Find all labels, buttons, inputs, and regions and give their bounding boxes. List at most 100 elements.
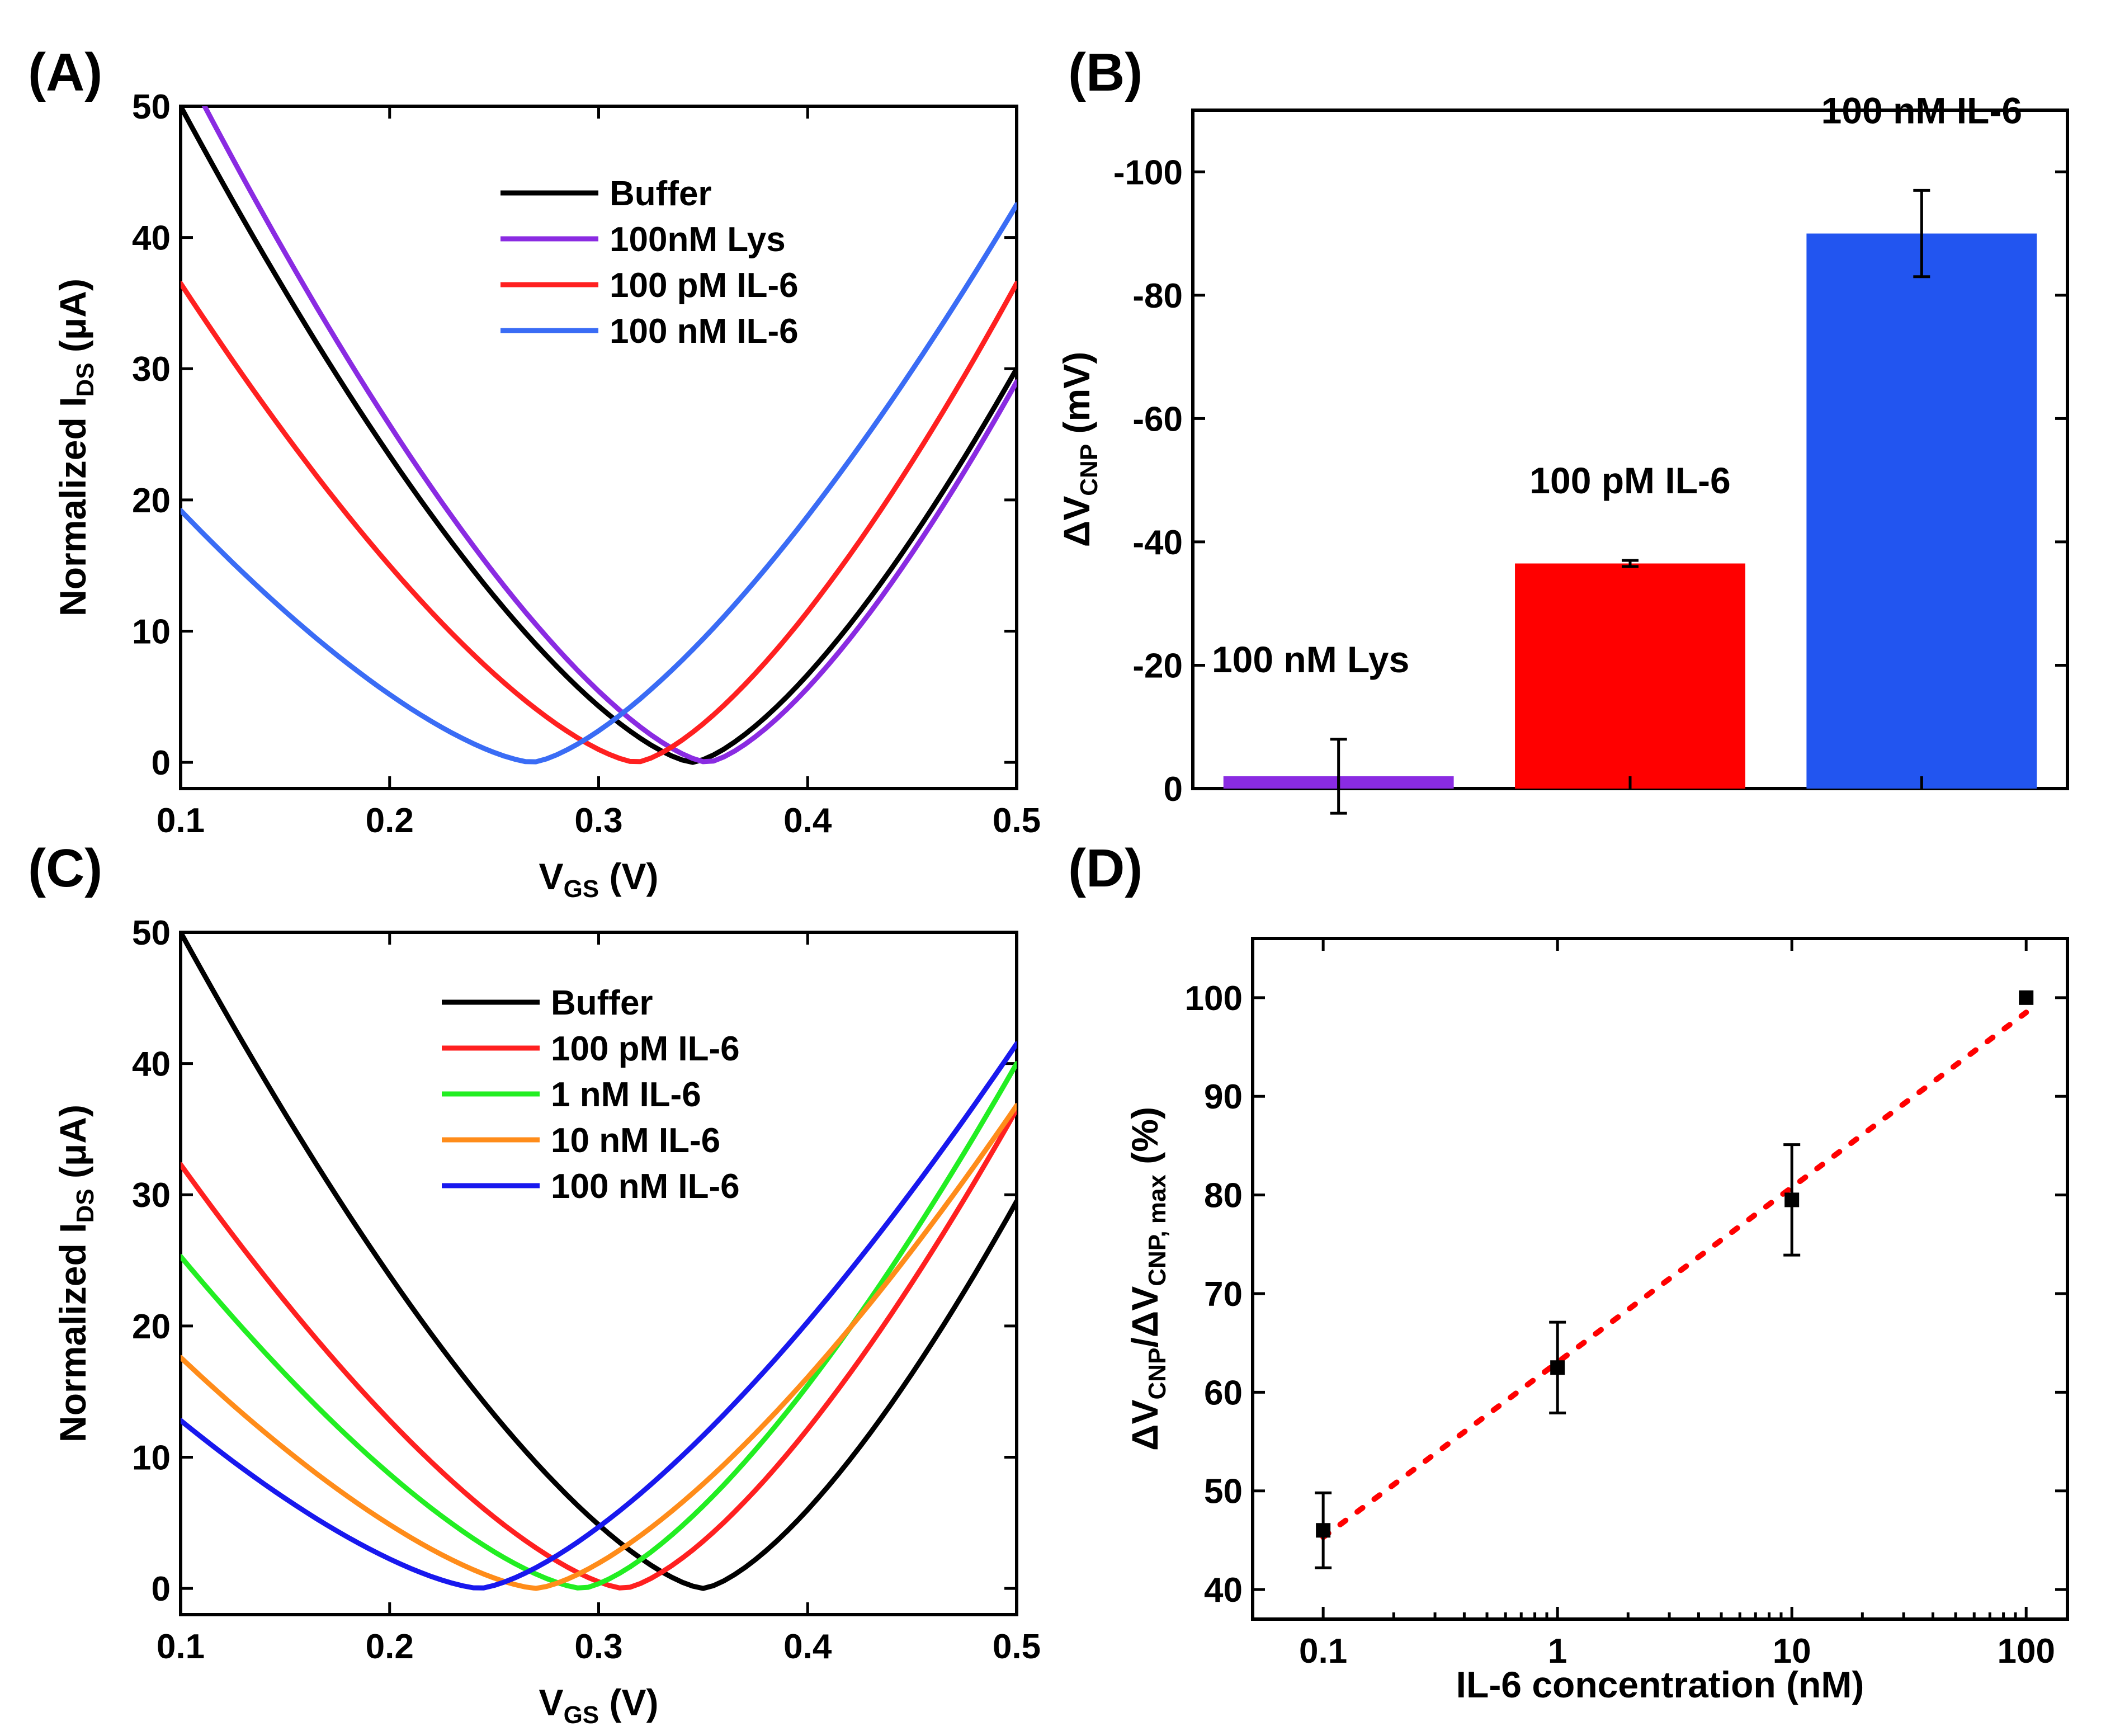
x-tick-label: 0.5 bbox=[993, 1628, 1041, 1666]
panel-b: (B) 0 -20 -40 -60 -80 -100 100 nM Lys 100 pM IL… bbox=[1056, 43, 2069, 815]
y-tick-label: -20 bbox=[1132, 647, 1183, 685]
y-tick-label: 30 bbox=[132, 350, 171, 389]
y-tick-label: 50 bbox=[132, 914, 171, 952]
y-tick-label: 30 bbox=[132, 1176, 171, 1215]
y-axis-title-part: DS bbox=[72, 362, 99, 397]
y-tick-label: 70 bbox=[1204, 1275, 1243, 1314]
y-axis-title: Normalized IDS (μA) bbox=[52, 1105, 99, 1442]
y-tick-label: 50 bbox=[1204, 1473, 1243, 1511]
y-axis-title-part: (%) bbox=[1124, 1107, 1165, 1174]
y-tick-label: 100 bbox=[1185, 979, 1243, 1018]
x-tick-label: 0.4 bbox=[783, 1628, 832, 1666]
panel-c-label: (C) bbox=[28, 838, 102, 898]
series-group bbox=[181, 932, 1017, 1591]
data-point bbox=[1316, 1523, 1331, 1538]
x-axis-title-part: GS bbox=[564, 1701, 599, 1729]
data-point bbox=[1784, 1192, 1800, 1207]
panel-a-frame bbox=[179, 105, 1018, 790]
data-point bbox=[1550, 1360, 1565, 1375]
y-axis-title-part: ΔV bbox=[1056, 496, 1097, 547]
x-tick-label: 0.3 bbox=[574, 1628, 622, 1666]
y-axis-title: Normalized IDS (μA) bbox=[52, 279, 99, 616]
y-tick-label: -60 bbox=[1132, 400, 1183, 438]
legend-label: 100nM Lys bbox=[610, 220, 786, 259]
y-tick-label: 40 bbox=[132, 1045, 171, 1084]
y-tick-label: 0 bbox=[1164, 770, 1183, 809]
data-point bbox=[2019, 990, 2034, 1005]
y-axis-title-part: DS bbox=[72, 1188, 99, 1223]
y-axis-title-part: (μA) bbox=[52, 279, 93, 362]
x-axis-title-part: GS bbox=[564, 875, 599, 903]
legend-label: 1 nM IL-6 bbox=[551, 1075, 701, 1114]
y-tick-label: -80 bbox=[1132, 277, 1183, 315]
x-tick-label: 100 bbox=[1997, 1632, 2055, 1671]
y-tick-label: 0 bbox=[152, 744, 171, 782]
panel-a-plot-area: 0.1 0.2 0.3 0.4 0.5 0 10 20 30 40 50 VGS (V) Normali… bbox=[52, 88, 1041, 903]
legend-label: Buffer bbox=[551, 984, 653, 1022]
y-tick-label: 10 bbox=[132, 612, 171, 651]
panel-a-legend: Buffer 100nM Lys 100 pM IL-6 100 nM IL-6 bbox=[501, 174, 799, 351]
series-line-100-nm-il-6 bbox=[181, 1041, 1017, 1591]
bar-annotation: 100 nM IL-6 bbox=[1821, 89, 2022, 131]
x-axis-title: VGS (V) bbox=[539, 856, 659, 903]
legend-label: 100 nM IL-6 bbox=[610, 312, 799, 351]
panel-c-plot-area: 0.1 0.2 0.3 0.4 0.5 0 10 20 30 40 50 VGS (V) Normali… bbox=[52, 914, 1041, 1729]
y-tick-label: 40 bbox=[132, 219, 171, 258]
y-axis-title-part: CNP, max bbox=[1144, 1174, 1171, 1286]
series-group bbox=[181, 106, 1017, 765]
series-line-10-nm-il-6 bbox=[181, 1103, 1017, 1591]
x-tick-label: 0.1 bbox=[1299, 1632, 1347, 1671]
x-tick-label: 1 bbox=[1548, 1632, 1567, 1671]
x-tick-label: 0.2 bbox=[366, 1628, 414, 1666]
y-tick-label: -100 bbox=[1113, 153, 1183, 192]
y-tick-label: 90 bbox=[1204, 1078, 1243, 1116]
bar-100-pm-il-6 bbox=[1515, 563, 1745, 789]
bar-annotation: 100 pM IL-6 bbox=[1529, 460, 1730, 501]
panel-b-label: (B) bbox=[1068, 43, 1142, 102]
panel-a: (A) 0.1 0.2 0.3 0.4 0.5 0 10 20 30 40 50 VGS (V) Nor… bbox=[28, 43, 1041, 903]
x-tick-label: 0.3 bbox=[574, 801, 622, 840]
series-line-100-nm-il-6 bbox=[181, 202, 1017, 765]
y-axis-title: ΔVCNP (mV) bbox=[1056, 352, 1103, 547]
legend-label: 100 nM IL-6 bbox=[551, 1167, 740, 1206]
panel-d-frame bbox=[1251, 937, 2069, 1621]
panel-a-label: (A) bbox=[28, 43, 102, 102]
x-axis-title-part: (V) bbox=[599, 1682, 658, 1723]
legend-label: 100 pM IL-6 bbox=[610, 266, 799, 305]
x-tick-label: 0.5 bbox=[993, 801, 1041, 840]
panel-c-legend: Buffer 100 pM IL-6 1 nM IL-6 10 nM IL-6 100 … bbox=[442, 984, 740, 1206]
series-line-100-pm-il-6 bbox=[181, 281, 1017, 765]
y-tick-label: -40 bbox=[1132, 523, 1183, 562]
y-tick-label: 80 bbox=[1204, 1177, 1243, 1215]
x-tick-label: 10 bbox=[1773, 1632, 1811, 1671]
series-line-100nm-lys bbox=[201, 106, 1017, 765]
series-line-1-nm-il-6 bbox=[181, 1061, 1017, 1591]
legend-label: Buffer bbox=[610, 174, 712, 213]
y-tick-label: 60 bbox=[1204, 1374, 1243, 1412]
x-tick-label: 0.4 bbox=[783, 801, 832, 840]
x-tick-label: 0.1 bbox=[157, 1628, 205, 1666]
panel-d-plot-area: 0.1 1 10 100 40 50 60 70 80 90 100 IL-6 concentrati… bbox=[1124, 937, 2069, 1705]
y-axis-title-part: Normalized I bbox=[52, 397, 93, 616]
y-tick-label: 20 bbox=[132, 482, 171, 520]
x-axis-title: VGS (V) bbox=[539, 1682, 659, 1729]
y-tick-label: 0 bbox=[152, 1570, 171, 1608]
y-tick-label: 50 bbox=[132, 88, 171, 126]
panel-d-label: (D) bbox=[1068, 838, 1142, 898]
x-axis-title-part: (V) bbox=[599, 856, 658, 897]
x-tick-label: 0.2 bbox=[366, 801, 414, 840]
y-axis-title-part: ΔV bbox=[1124, 1399, 1165, 1450]
bar-100-nm-il-6 bbox=[1806, 233, 2037, 789]
y-tick-label: 10 bbox=[132, 1438, 171, 1477]
x-tick-label: 0.1 bbox=[157, 801, 205, 840]
x-axis-title-part: V bbox=[539, 856, 564, 897]
bar-annotation: 100 nM Lys bbox=[1212, 639, 1409, 680]
y-axis-title: ΔVCNP/ΔVCNP, max (%) bbox=[1124, 1107, 1171, 1451]
legend-label: 100 pM IL-6 bbox=[551, 1030, 740, 1068]
y-tick-label: 40 bbox=[1204, 1571, 1243, 1610]
x-axis-title: IL-6 concentration (nM) bbox=[1456, 1664, 1864, 1705]
panel-b-plot-area: 0 -20 -40 -60 -80 -100 100 nM Lys 100 pM IL-6 10… bbox=[1056, 89, 2069, 815]
series-line-buffer bbox=[181, 106, 1017, 765]
